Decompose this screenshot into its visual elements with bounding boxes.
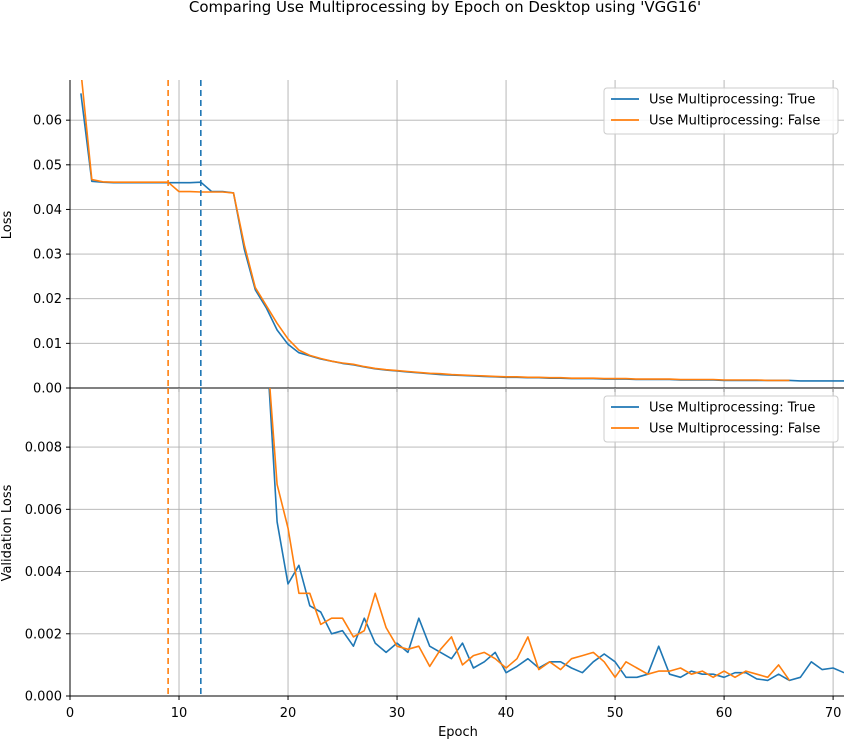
- series-line-true: [268, 388, 844, 682]
- x-tick-label: 70: [825, 706, 842, 721]
- x-tick-label: 30: [389, 706, 406, 721]
- panel-2: 0.000 0.002 0.004 0.006 0.008 0 10 20 30 40 50 60 70…: [0, 388, 844, 739]
- y-tick-label: 0.004: [25, 565, 62, 580]
- y-tick-label: 0.01: [33, 337, 62, 352]
- series-lines: [268, 388, 844, 682]
- series-line-true: [80, 93, 844, 382]
- panel-1: 0.00 0.01 0.02 0.03 0.04 0.05 0.06 Loss Use Mult…: [0, 80, 844, 397]
- legend-label: Use Multiprocessing: True: [649, 401, 815, 416]
- series-line-false: [269, 388, 791, 681]
- y-axis-label: Loss: [0, 211, 15, 240]
- y-tick-label: 0.06: [33, 114, 62, 129]
- legend-box: [603, 87, 839, 135]
- legend-label: Use Multiprocessing: True: [649, 93, 815, 108]
- legend-label: Use Multiprocessing: False: [649, 114, 820, 129]
- legend: Use Multiprocessing: True Use Multiproces…: [603, 395, 839, 443]
- y-tick-label: 0.03: [33, 248, 62, 263]
- y-tick-label: 0.05: [33, 158, 62, 173]
- x-tick-label: 20: [280, 706, 297, 721]
- y-tick-label: 0.006: [25, 503, 62, 518]
- legend-label: Use Multiprocessing: False: [649, 422, 820, 437]
- y-tick-label: 0.000: [25, 690, 62, 705]
- y-tick-label: 0.008: [25, 441, 62, 456]
- x-tick-label: 40: [498, 706, 515, 721]
- y-tick-label: 0.002: [25, 627, 62, 642]
- y-axis-label: Validation Loss: [0, 484, 15, 581]
- y-tick-label: 0.00: [33, 382, 62, 397]
- series-lines: [80, 80, 844, 382]
- panels: 0.00 0.01 0.02 0.03 0.04 0.05 0.06 Loss Use Mult…: [0, 80, 844, 739]
- x-tick-label: 50: [607, 706, 624, 721]
- legend: Use Multiprocessing: True Use Multiproces…: [603, 87, 839, 135]
- x-tick-label: 10: [171, 706, 188, 721]
- x-axis-label: Epoch: [438, 725, 478, 739]
- series-line-false: [80, 80, 790, 382]
- figure-title: Comparing Use Multiprocessing by Epoch o…: [189, 0, 701, 16]
- x-tick-label: 0: [66, 706, 74, 721]
- y-tick-label: 0.02: [33, 292, 62, 307]
- y-tick-label: 0.04: [33, 203, 62, 218]
- legend-box: [603, 395, 839, 443]
- x-tick-label: 60: [716, 706, 733, 721]
